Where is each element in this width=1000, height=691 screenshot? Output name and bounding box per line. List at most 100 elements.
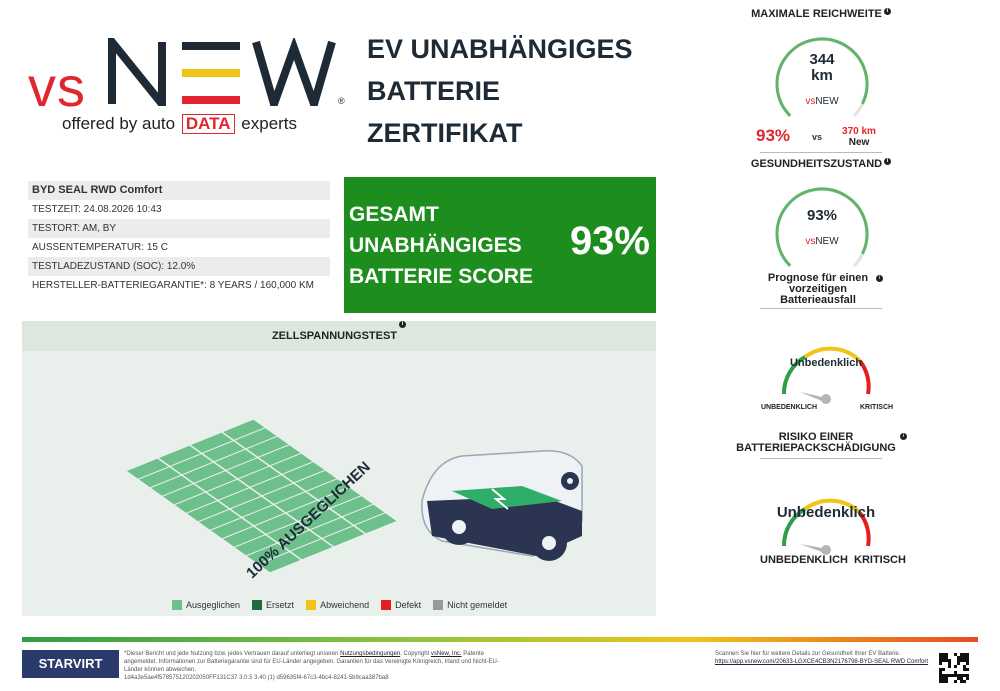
company-link[interactable]: vsNew, Inc. <box>430 651 462 657</box>
battery-cell <box>259 445 301 466</box>
certificate-title: EV UNABHÄNGIGES BATTERIE ZERTIFIKAT <box>367 28 667 154</box>
damage-heading: RISIKO EINER BATTERIEPACKSCHÄDIGUNG <box>720 432 912 454</box>
vsnew-logo: vs ® offered by auto DATA experts <box>28 38 345 138</box>
battery-score-box: GESAMT UNABHÄNGIGES BATTERIE SCORE 93% <box>344 177 656 313</box>
prognosis-high-label: KRITISCH <box>860 404 894 411</box>
battery-cell <box>183 462 225 483</box>
health-arc <box>775 187 869 267</box>
info-icon[interactable]: i <box>900 433 907 440</box>
battery-cell <box>275 492 317 513</box>
info-test-time: TESTZEIT: 24.08.2026 10:43 <box>32 204 162 215</box>
legend-deviating: Abweichend <box>306 600 369 610</box>
prognosis-value: Unbedenklich <box>790 357 862 369</box>
battery-cell <box>251 475 293 496</box>
legend-not-reported: Nicht gemeldet <box>433 600 507 610</box>
battery-cell <box>271 453 313 474</box>
info-icon[interactable]: i <box>876 275 883 282</box>
battery-cell <box>295 470 337 491</box>
prognosis-heading: Prognose für einen vorzeitigen Batteriea… <box>748 273 888 306</box>
battery-cell <box>191 432 233 453</box>
range-logo: vsNEW <box>805 96 839 107</box>
scan-text: Scannen Sie hier für weitere Details zur… <box>715 651 901 657</box>
battery-cell <box>243 505 285 526</box>
logo-offered-by: offered by auto <box>62 114 176 133</box>
battery-cell <box>247 543 289 564</box>
info-icon[interactable]: i <box>399 321 407 328</box>
info-icon[interactable]: i <box>884 158 892 165</box>
footer-line-1b: . Copyright <box>400 651 430 657</box>
gauge-needle <box>800 544 822 552</box>
battery-cell <box>199 509 241 530</box>
prognosis-gauge: Unbedenklich <box>781 346 871 404</box>
legend-deviating-label: Abweichend <box>320 600 370 610</box>
score-value: 93% <box>569 219 650 263</box>
svg-text:®: ® <box>338 96 345 106</box>
health-gauge: 93% vsNEW <box>775 187 869 268</box>
scan-url-link[interactable]: https://app.vsnew.com/20633-LGXCE4CB3N21… <box>715 659 929 665</box>
damage-low-label: UNBEDENKLICH <box>760 554 848 566</box>
footer-gradient-bar <box>22 637 978 642</box>
battery-cell <box>151 475 193 496</box>
cell-voltage-heading: ZELLSPANNUNGSTESTi <box>22 321 656 351</box>
logo-experts: experts <box>241 114 298 133</box>
battery-cell <box>355 513 397 534</box>
qr-code-icon[interactable] <box>939 653 969 683</box>
score-label-line-2: UNABHÄNGIGES <box>349 234 522 257</box>
range-new-value: 370 km <box>842 126 876 137</box>
range-new: 370 km New <box>838 126 880 148</box>
health-logo: vsNEW <box>805 236 839 247</box>
logo-vs: vs <box>28 55 86 118</box>
divider <box>760 458 882 459</box>
range-gauge: 344 km vsNEW <box>775 37 869 118</box>
car-battery-icon <box>421 450 583 561</box>
battery-cell <box>331 496 373 517</box>
legend-replaced-label: Ersetzt <box>266 600 295 610</box>
battery-cell <box>207 479 249 500</box>
logo-data: DATA <box>181 114 235 134</box>
health-heading-text: GESUNDHEITSZUSTAND <box>750 158 883 170</box>
title-line-2: BATTERIE <box>367 76 500 106</box>
legend-replaced: Ersetzt <box>252 600 294 610</box>
battery-cell <box>203 441 245 462</box>
footer-line-1a: *Dieser Bericht und jede Nutzung bzw. je… <box>124 651 339 657</box>
damage-heading-line-1: RISIKO EINER <box>778 431 854 443</box>
battery-cell <box>163 484 205 505</box>
prognosis-heading-line-3: Batterieausfall <box>780 294 856 306</box>
legend-not-reported-label: Nicht gemeldet <box>447 600 508 610</box>
range-heading: MAXIMALE REICHWEITE i <box>716 8 926 20</box>
battery-cell <box>239 466 281 487</box>
terms-link[interactable]: Nutzungsbedingungen <box>340 651 401 657</box>
battery-cell <box>211 518 253 539</box>
info-icon[interactable]: i <box>883 8 891 15</box>
battery-cell <box>319 487 361 508</box>
cell-grid-illustration: 100% AUSGEGLICHEN <box>127 419 583 582</box>
battery-cell <box>247 436 289 457</box>
battery-cell <box>215 449 257 470</box>
range-value: 344 <box>809 51 835 68</box>
footer-disclaimer: *Dieser Bericht und jede Nutzung bzw. je… <box>124 650 574 682</box>
battery-cell <box>235 428 277 449</box>
cell-grid <box>127 419 397 573</box>
info-warranty: HERSTELLER-BATTERIEGARANTIE*: 8 YEARS / … <box>32 280 314 291</box>
battery-cell <box>279 530 321 551</box>
legend-balanced: Ausgeglichen <box>172 600 240 610</box>
prognosis-low-label: UNBEDENKLICH <box>761 404 817 411</box>
footer-line-2: angemeldet. Informationen zur Batteriega… <box>124 659 499 665</box>
damage-gauge: Unbedenklich <box>777 498 875 555</box>
battery-cell <box>139 467 181 488</box>
battery-cell <box>259 552 301 573</box>
battery-cell <box>175 492 217 513</box>
logo-tagline: offered by auto DATA experts <box>62 114 297 134</box>
health-value: 93% <box>807 207 837 224</box>
gauge-needle <box>800 392 822 401</box>
battery-cell <box>235 535 277 556</box>
battery-cell <box>323 526 365 547</box>
battery-cell <box>291 539 333 560</box>
title-line-3: ZERTIFIKAT <box>367 118 523 148</box>
range-vs: vs <box>812 132 823 142</box>
battery-cell <box>195 471 237 492</box>
divider <box>760 152 882 153</box>
cell-voltage-panel: ZELLSPANNUNGSTESTi 100% AUSGEGLICHEN Aus… <box>22 321 656 616</box>
prognosis-heading-line-2: vorzeitigen <box>788 283 848 295</box>
range-unit: km <box>811 67 833 84</box>
